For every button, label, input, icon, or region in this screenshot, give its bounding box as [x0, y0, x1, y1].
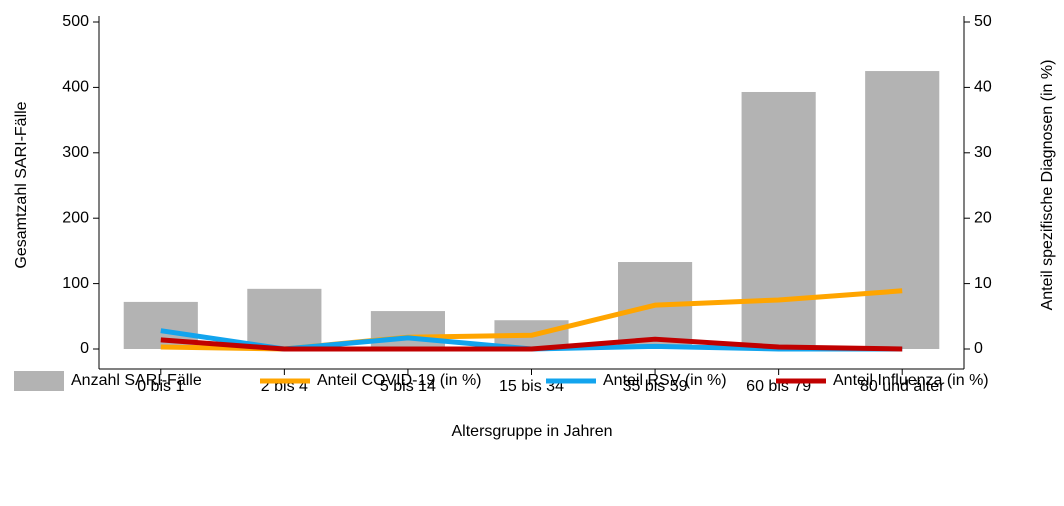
bar [247, 288, 322, 349]
x-tick-label: 5 bis 14 [380, 378, 436, 395]
x-axis-title: Altersgruppe in Jahren [452, 423, 613, 440]
y2-tick-label: 10 [974, 275, 992, 292]
y2-tick-label: 40 [974, 79, 992, 96]
legend-label: Anteil Influenza (in %) [833, 372, 989, 389]
y2-tick-label: 20 [974, 209, 992, 226]
x-tick-label: 0 bis 1 [137, 378, 184, 395]
bar [865, 71, 940, 350]
legend-swatch [14, 371, 64, 391]
legend-label: Anteil COVID-19 (in %) [317, 372, 482, 389]
y-tick-label: 300 [62, 144, 89, 161]
x-tick-label: 35 bis 59 [623, 378, 688, 395]
y-tick-label: 0 [80, 340, 89, 357]
y2-tick-label: 50 [974, 13, 992, 30]
y-tick-label: 100 [62, 275, 89, 292]
y-tick-label: 200 [62, 209, 89, 226]
line [160, 336, 903, 352]
legend-label: Anteil RSV (in %) [603, 372, 727, 389]
y-tick-label: 500 [62, 13, 89, 30]
y2-tick-label: 0 [974, 340, 983, 357]
bar [370, 311, 445, 349]
y-tick-label: 400 [62, 79, 89, 96]
legend-label: Anzahl SARI-Fälle [71, 372, 202, 389]
x-tick-label: 80 und älter [860, 378, 945, 395]
y2-axis-title: Anteil spezifische Diagnosen (in %) [1039, 60, 1056, 311]
y2-tick-label: 30 [974, 144, 992, 161]
y-axis-title: Gesamtzahl SARI-Fälle [13, 101, 30, 268]
bar [741, 91, 816, 349]
